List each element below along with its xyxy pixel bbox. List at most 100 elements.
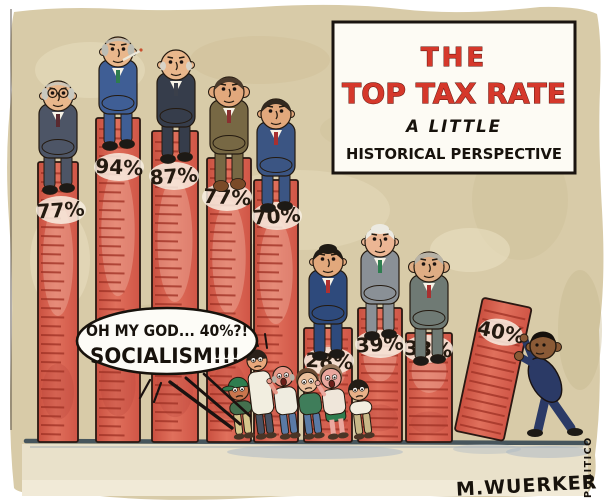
hand xyxy=(314,380,321,387)
bar-tick xyxy=(209,285,233,288)
bar-label-patch-lbj xyxy=(202,183,252,211)
bar-tick xyxy=(209,276,236,279)
tie xyxy=(56,114,60,127)
shoe xyxy=(160,154,176,164)
cigarette-tip xyxy=(139,48,143,52)
bar-lbj xyxy=(206,157,252,443)
figure-nixon xyxy=(256,98,296,213)
pupil xyxy=(278,375,281,378)
eye xyxy=(179,60,184,64)
eyebrow xyxy=(120,43,127,46)
bar-tick xyxy=(98,191,122,194)
bar-tick xyxy=(98,227,122,230)
pupil xyxy=(285,374,288,377)
bar-tick xyxy=(40,316,65,319)
bar-tick xyxy=(256,343,280,346)
bar-tick xyxy=(40,433,62,436)
obama-eye-right xyxy=(542,343,546,347)
bar-tick xyxy=(470,370,513,382)
eye xyxy=(121,47,126,51)
tilted-bar-shadow xyxy=(453,444,521,454)
bar-highlight xyxy=(101,166,135,297)
figure-eisenhower xyxy=(156,49,196,164)
bar-tick xyxy=(154,294,179,297)
bar-tick xyxy=(40,307,62,310)
mouth xyxy=(52,104,64,108)
speech-bubble-line2: SOCIALISM!!! xyxy=(90,344,240,368)
crowd-person-man-bald-screaming xyxy=(266,365,301,440)
bar-tick xyxy=(209,258,236,261)
folded-arms xyxy=(41,139,75,155)
bar-tick xyxy=(40,388,65,391)
obama-front-hand xyxy=(514,351,524,361)
bar-tick xyxy=(98,290,125,293)
shoe xyxy=(59,183,75,193)
bar-tick xyxy=(98,380,125,383)
publication-label: POLITICO xyxy=(583,436,594,498)
bar-tick xyxy=(154,222,179,225)
pupil xyxy=(234,389,237,392)
bar-tick xyxy=(40,352,65,355)
bar-tick xyxy=(40,289,62,292)
shock-spike xyxy=(138,378,152,400)
pupil xyxy=(310,380,313,383)
bar-tick xyxy=(484,309,526,321)
crowd-person-man-dark-hair xyxy=(246,349,277,440)
bar-tick xyxy=(154,411,182,414)
presidents xyxy=(38,36,450,366)
bar-tick xyxy=(40,271,62,274)
bar-tick xyxy=(256,289,280,292)
obama-back-shoe xyxy=(567,428,583,436)
bar-tick xyxy=(40,226,65,229)
hand xyxy=(266,378,273,385)
eye xyxy=(331,257,336,261)
bar-tick xyxy=(154,195,182,198)
figure-obama xyxy=(514,331,583,437)
torso xyxy=(247,370,275,416)
watercolor-blob xyxy=(558,270,602,390)
eyebrow xyxy=(319,253,326,256)
bar-tick xyxy=(463,405,505,418)
mouth xyxy=(374,250,386,254)
bar-tick xyxy=(98,389,122,392)
figure-fdr xyxy=(98,36,143,151)
hair xyxy=(67,88,75,100)
tie xyxy=(274,132,278,145)
bar-tick xyxy=(360,381,399,384)
bar-tick xyxy=(474,353,517,365)
bar-tick xyxy=(408,433,449,436)
folded-arms xyxy=(101,95,135,111)
bar-tick xyxy=(98,281,122,284)
eyebrow xyxy=(431,258,438,261)
shoe xyxy=(102,141,118,151)
mouth xyxy=(423,275,435,279)
eyebrow xyxy=(420,258,427,261)
bar-tick xyxy=(408,415,449,418)
shoe xyxy=(363,432,375,439)
leg xyxy=(329,419,337,435)
tie xyxy=(174,83,178,96)
obama-shadow xyxy=(506,446,590,458)
obama-front-shoe xyxy=(527,429,543,437)
bar-tick xyxy=(40,334,65,337)
watercolor-blob xyxy=(190,36,330,84)
figure-wilson xyxy=(38,80,78,195)
bar-tick xyxy=(40,262,65,265)
bar-tick xyxy=(98,371,122,374)
bar-tick xyxy=(98,434,125,437)
figure-bush xyxy=(408,251,450,366)
shoe xyxy=(289,432,301,439)
worried-mouth xyxy=(304,387,313,390)
bar-tick xyxy=(459,423,502,435)
bar-tick xyxy=(360,399,399,402)
bar-label-clinton: 39% xyxy=(355,330,404,357)
pupil xyxy=(241,388,244,391)
torso xyxy=(349,400,373,416)
bar-tick xyxy=(40,325,62,328)
hair xyxy=(101,44,109,56)
head xyxy=(320,367,342,389)
tie xyxy=(378,260,382,273)
bar-tick xyxy=(40,235,62,238)
mouth xyxy=(170,73,182,77)
bar-tick xyxy=(256,253,280,256)
